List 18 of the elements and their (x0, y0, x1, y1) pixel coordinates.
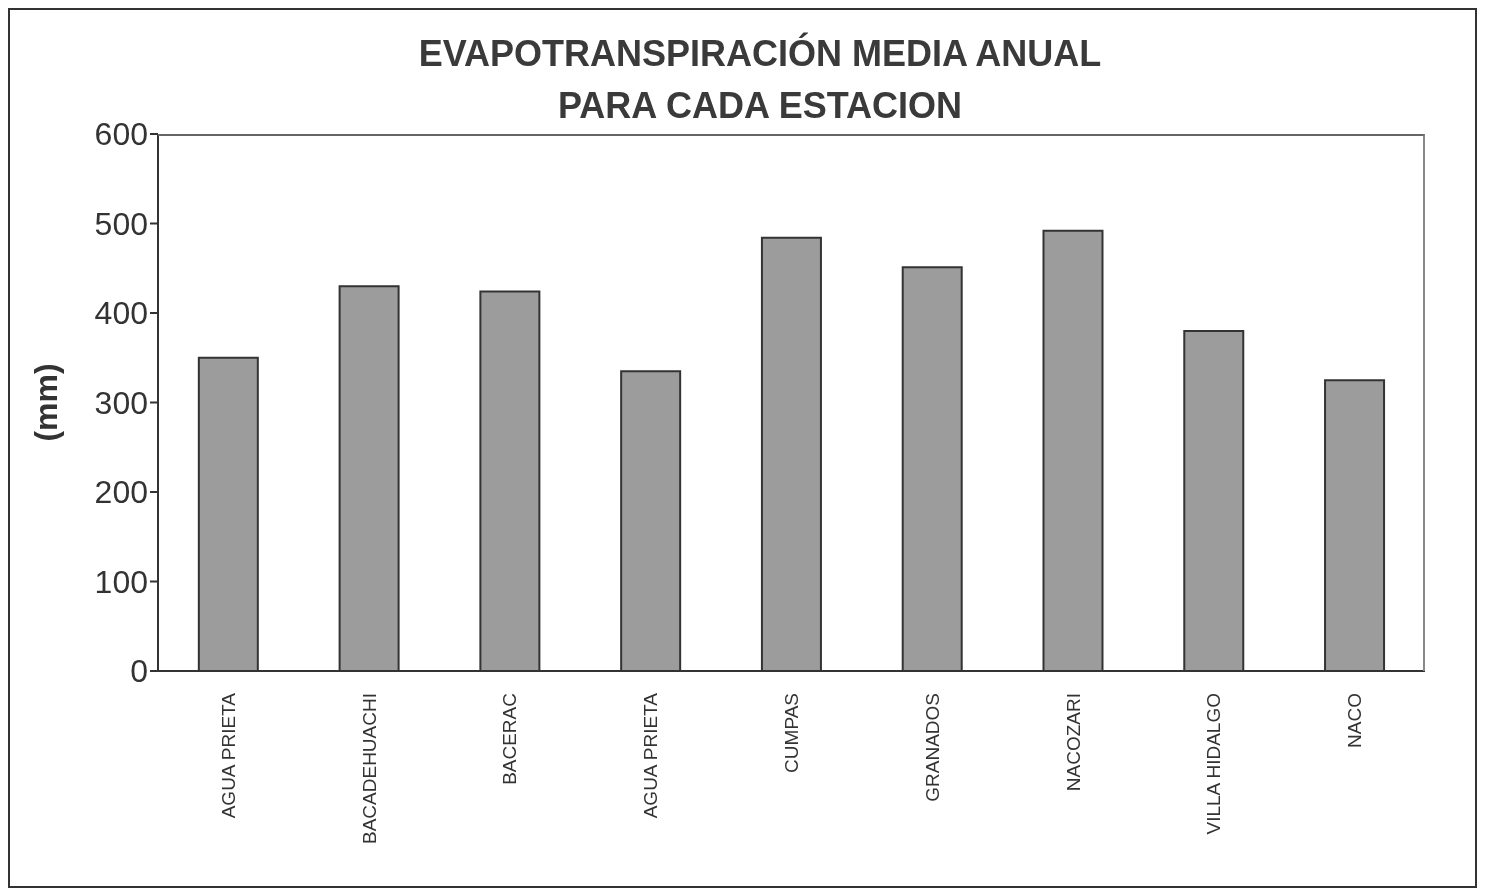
x-tick-label: GRANADOS (921, 693, 943, 802)
chart-title: EVAPOTRANSPIRACIÓN MEDIA ANUAL PARA CADA ESTACION (417, 31, 1103, 128)
x-tick-label: AGUA PRIETA (217, 692, 239, 819)
x-tick-label: CUMPAS (781, 693, 802, 773)
y-tick-label: 100 (94, 563, 148, 600)
y-tick-label: 300 (94, 384, 148, 421)
y-tick-label: 0 (130, 653, 148, 690)
x-tick-label: NACO (1344, 693, 1366, 748)
x-tick-label: AGUA PRIETA (640, 692, 662, 819)
y-tick-label: 500 (94, 205, 148, 242)
y-tick-label: 200 (94, 474, 148, 511)
x-tick-label: NACOZARI (1062, 693, 1084, 792)
y-axis-title: (mm) (28, 363, 64, 442)
y-tick-label: 600 (94, 116, 148, 153)
x-tick-label: VILLA HIDALGO (1203, 693, 1225, 835)
x-tick-label: BACERAC (499, 693, 521, 785)
x-tick-label: BACADEHUACHI (358, 693, 380, 844)
y-tick-label: 400 (94, 295, 148, 332)
